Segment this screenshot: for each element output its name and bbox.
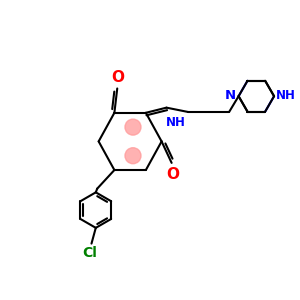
Text: Cl: Cl [82,246,98,260]
Text: NH: NH [166,116,186,129]
Text: NH: NH [275,89,296,102]
Text: O: O [111,70,124,85]
Circle shape [125,119,141,135]
Circle shape [125,148,141,164]
Text: O: O [167,167,180,182]
Text: N: N [225,89,236,102]
